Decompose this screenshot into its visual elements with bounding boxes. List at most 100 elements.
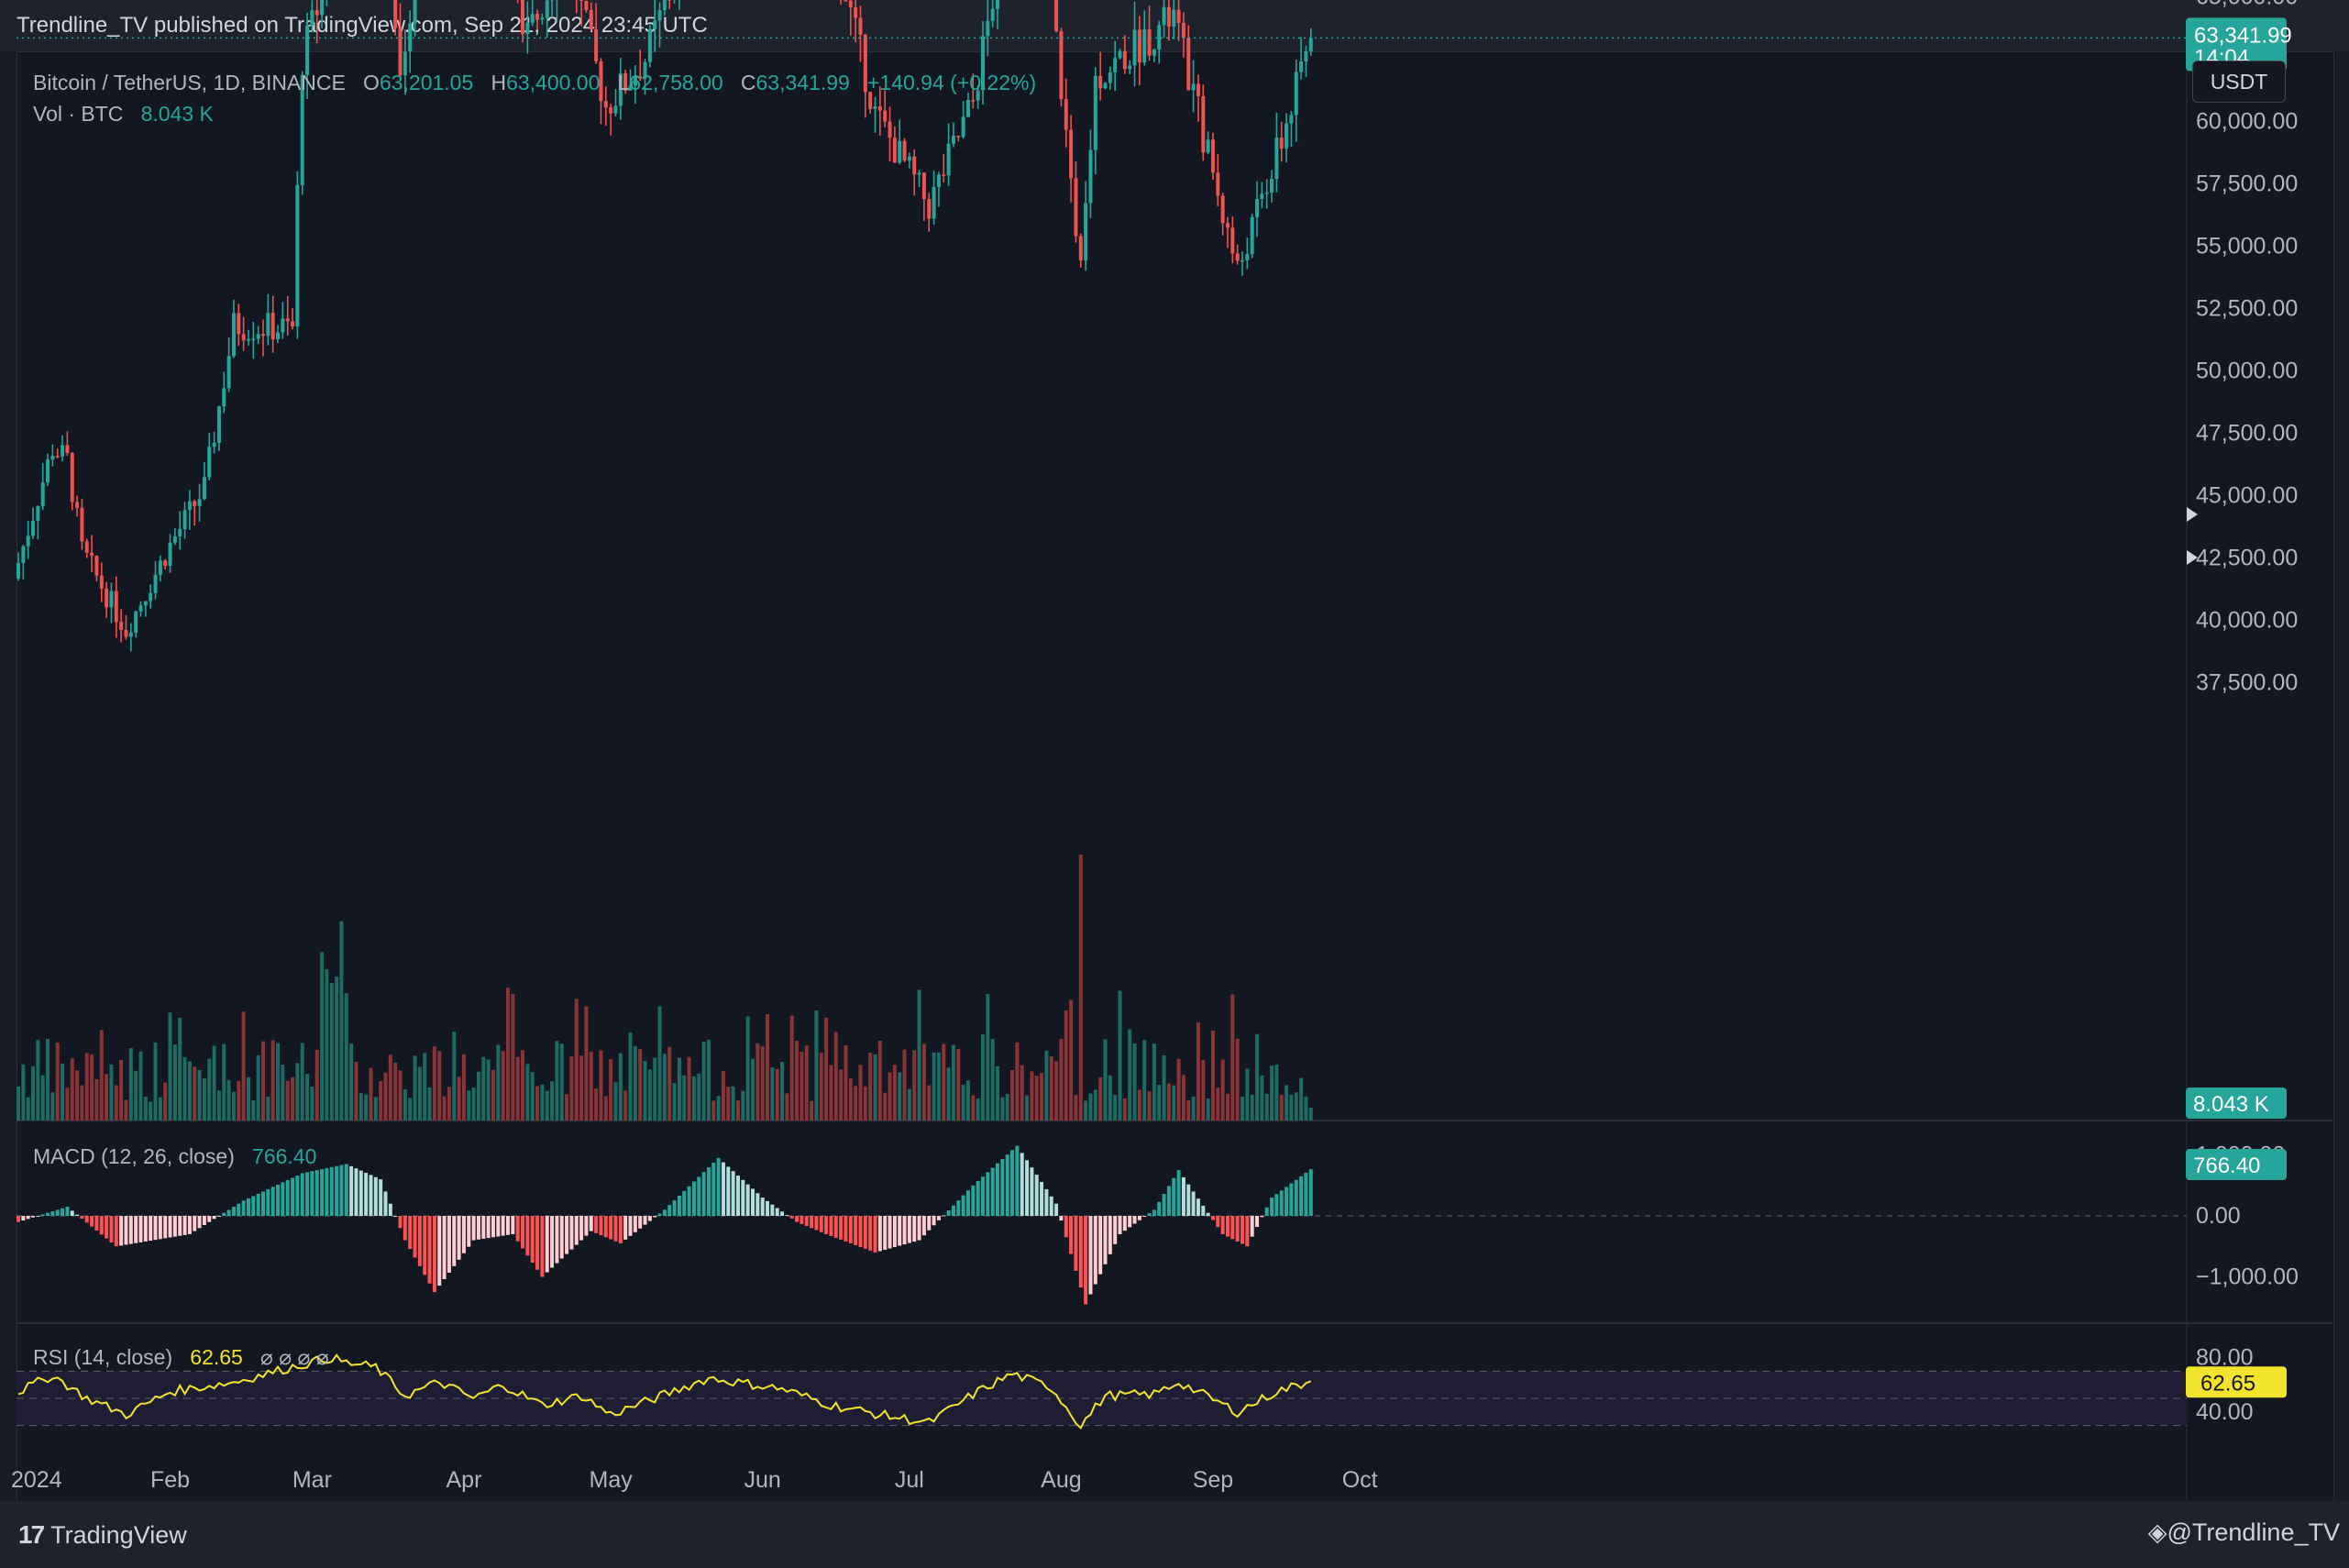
volume-bar — [1241, 1097, 1244, 1121]
candle-body — [525, 22, 530, 35]
candle-body — [241, 334, 246, 341]
volume-bar — [657, 1006, 662, 1121]
volume-bar — [291, 1077, 295, 1121]
macd-histogram-bar — [691, 1181, 696, 1216]
rsi-badge — [2186, 1366, 2287, 1398]
candle-body — [907, 156, 911, 161]
macd-histogram-bar — [795, 1216, 800, 1222]
candle-body — [996, 0, 999, 9]
candle-body — [1128, 65, 1132, 70]
volume-bar — [1118, 990, 1122, 1121]
candle-body — [1166, 6, 1171, 28]
volume-bar — [1299, 1077, 1304, 1121]
candle-body — [153, 574, 158, 593]
macd-histogram-bar — [1206, 1212, 1210, 1216]
volume-bar — [1172, 1085, 1176, 1121]
volume-bar — [1289, 1094, 1294, 1121]
time-tick-label: Sep — [1193, 1467, 1233, 1493]
volume-bar — [1088, 1093, 1093, 1121]
candle-body — [1069, 129, 1074, 179]
volume-bar — [898, 1072, 902, 1121]
volume-bar — [917, 989, 921, 1121]
volume-bar — [1064, 1010, 1068, 1121]
candle-body — [956, 136, 961, 138]
author-handle[interactable]: ◈@Trendline_TV — [2148, 1518, 2340, 1547]
candle-body — [921, 172, 926, 200]
volume-bar — [980, 1033, 985, 1121]
macd-histogram-bar — [633, 1216, 637, 1232]
volume-bar — [65, 1088, 70, 1121]
volume-bar — [1054, 1061, 1059, 1121]
macd-histogram-bar — [281, 1182, 285, 1216]
currency-button[interactable]: USDT — [2192, 61, 2286, 103]
volume-bar — [388, 1055, 392, 1121]
macd-histogram-bar — [888, 1216, 892, 1249]
macd-histogram-bar — [697, 1176, 701, 1216]
candle-body — [1157, 25, 1162, 50]
volume-bar — [1235, 1038, 1240, 1121]
rsi-hidden-inputs-icon[interactable]: ⌀ ⌀ ⌀ ⌀ — [260, 1345, 329, 1369]
macd-histogram-bar — [1025, 1160, 1030, 1216]
candle-body — [163, 560, 168, 567]
macd-histogram-bar — [153, 1216, 158, 1241]
volume-bar — [276, 1043, 281, 1121]
macd-histogram-bar — [325, 1167, 329, 1216]
macd-histogram-bar — [1098, 1216, 1103, 1275]
volume-bar — [358, 1092, 363, 1121]
macd-histogram-bar — [61, 1208, 65, 1216]
macd-histogram-bar — [829, 1216, 833, 1236]
volume-bar — [354, 1061, 358, 1121]
candle-body — [868, 92, 873, 109]
macd-histogram-bar — [1049, 1196, 1053, 1216]
candle-body — [212, 442, 216, 447]
candle-body — [1304, 50, 1308, 62]
volume-bar — [1216, 1088, 1220, 1121]
candle-body — [187, 501, 192, 511]
volume-bar — [613, 1082, 618, 1121]
tradingview-logo[interactable]: 17 TradingView — [18, 1520, 187, 1550]
candle-body — [413, 0, 417, 24]
volume-bar — [80, 1085, 84, 1121]
volume-bar — [628, 1032, 633, 1121]
candle-body — [530, 14, 535, 23]
candle-body — [261, 334, 265, 337]
macd-histogram-bar — [314, 1170, 319, 1216]
volume-bar — [511, 993, 515, 1121]
volume-bar — [1128, 1029, 1132, 1121]
volume-bar — [1186, 1099, 1191, 1121]
macd-histogram-bar — [1147, 1213, 1152, 1216]
volume-bar — [222, 1043, 226, 1121]
volume-bar — [848, 1078, 853, 1121]
volume-bar — [1098, 1077, 1103, 1121]
volume-bar — [653, 1057, 657, 1121]
volume-bar — [716, 1096, 721, 1121]
volume-bar — [398, 1070, 403, 1121]
macd-histogram-bar — [677, 1195, 681, 1216]
macd-histogram-bar — [467, 1216, 471, 1247]
volume-bar — [804, 1045, 809, 1121]
volume-bar — [780, 1062, 785, 1121]
volume-bar — [325, 968, 329, 1121]
volume-badge — [2186, 1088, 2287, 1119]
candle-body — [31, 521, 36, 536]
volume-bar — [1274, 1064, 1279, 1121]
macd-histogram-bar — [951, 1205, 955, 1216]
macd-histogram-bar — [760, 1198, 765, 1216]
candle-body — [1142, 28, 1147, 63]
volume-bar — [888, 1072, 892, 1121]
macd-histogram-bar — [599, 1216, 603, 1236]
chart-frame[interactable] — [17, 51, 2334, 1502]
volume-bar — [1132, 1043, 1137, 1121]
candle-body — [1186, 38, 1191, 91]
volume-bar — [300, 1043, 304, 1121]
candle-body — [584, 0, 589, 10]
macd-histogram-bar — [1069, 1216, 1074, 1254]
macd-histogram-bar — [511, 1216, 515, 1234]
volume-bar — [810, 1100, 814, 1121]
volume-bar — [1034, 1076, 1039, 1121]
macd-histogram-bar — [594, 1216, 599, 1233]
candle-body — [50, 456, 55, 460]
price-tick-label: 47,500.00 — [2196, 420, 2298, 446]
candle-body — [971, 100, 976, 102]
